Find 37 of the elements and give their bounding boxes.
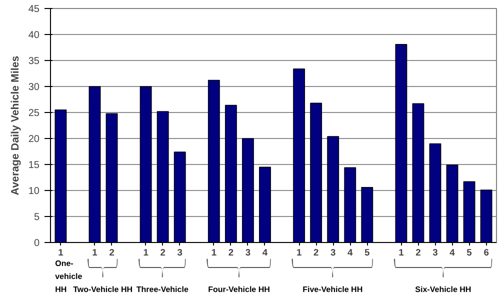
y-axis-title: Average Daily Vehicle Miles — [9, 56, 22, 196]
y-tick-label: 5 — [34, 212, 40, 223]
y-tick-label: 40 — [28, 30, 40, 41]
x-tick-label: 2 — [109, 248, 114, 258]
text: Three-Vehicle — [136, 284, 188, 296]
x-tick-label: 6 — [484, 248, 489, 258]
text: Five-Vehicle HH — [302, 284, 363, 296]
x-tick-label: 5 — [466, 248, 472, 258]
x-tick-label: 2 — [160, 248, 166, 258]
x-tick-label: 2 — [313, 248, 319, 258]
y-tick-label: 25 — [28, 108, 40, 119]
x-tick-label: 1 — [143, 248, 148, 258]
x-tick-label: 4 — [450, 248, 456, 258]
x-tick-label: 1 — [398, 248, 404, 258]
x-tick-label: 4 — [348, 248, 354, 258]
x-tick-label: 1 — [296, 248, 302, 258]
x-tick-label: 2 — [416, 248, 421, 258]
text: Two-Vehicle HH — [73, 284, 133, 296]
x-tick-label: 5 — [364, 248, 370, 258]
text: Six-Vehicle HH — [415, 284, 472, 296]
x-tick-label: 3 — [330, 248, 336, 258]
y-tick-label: 15 — [28, 160, 40, 171]
y-tick-label: 45 — [28, 4, 40, 15]
y-tick-label: 30 — [28, 82, 40, 93]
y-tick-label: 10 — [28, 186, 40, 197]
y-tick-label: 35 — [28, 56, 40, 67]
x-tick-label: 1 — [92, 248, 98, 258]
y-tick-label: 20 — [28, 134, 40, 145]
x-tick-label: 3 — [432, 248, 438, 258]
y-tick-label: 0 — [34, 238, 40, 249]
x-tick-label: 2 — [228, 248, 234, 258]
x-tick-label: 3 — [245, 248, 251, 258]
x-tick-label: 3 — [177, 248, 182, 258]
x-tick-label: 1 — [58, 248, 64, 258]
x-tick-label: 1 — [211, 248, 217, 258]
x-tick-label: 4 — [262, 248, 268, 258]
text: Four-Vehicle HH — [208, 284, 270, 296]
